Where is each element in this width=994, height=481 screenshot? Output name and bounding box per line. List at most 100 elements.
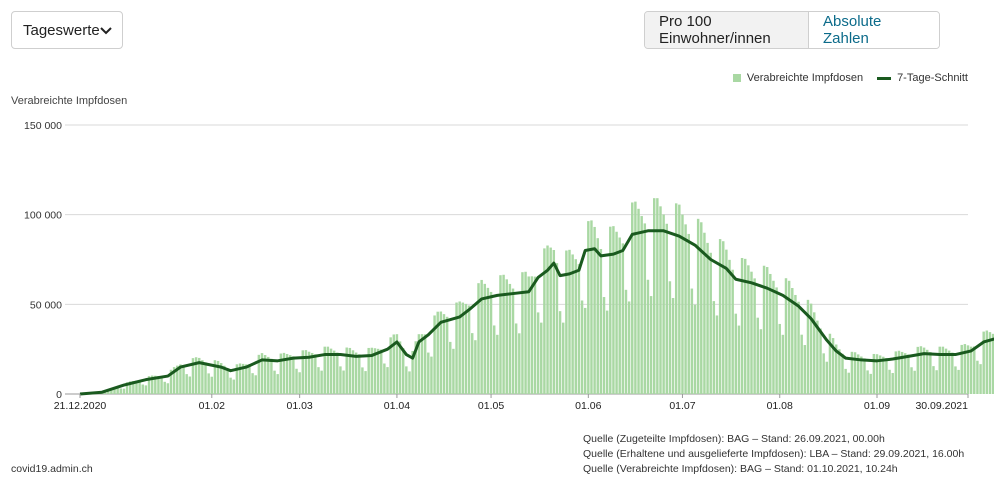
bar [295, 368, 298, 394]
bar [954, 366, 957, 394]
bar [238, 363, 242, 394]
bar [336, 352, 339, 394]
bar [781, 334, 785, 394]
bar [323, 346, 326, 394]
x-tick-label: 01.08 [767, 400, 793, 412]
bar [558, 311, 562, 394]
bar [147, 376, 151, 394]
bar [201, 360, 204, 394]
bar [853, 352, 857, 394]
bar [370, 347, 374, 394]
bar [765, 267, 769, 394]
bar [329, 348, 333, 394]
bar [116, 386, 119, 394]
bar [555, 263, 559, 394]
bar [831, 338, 835, 394]
bar [282, 352, 286, 394]
bar [690, 288, 694, 394]
bar [565, 250, 568, 394]
x-tick-label: 01.07 [669, 400, 695, 412]
bar [505, 279, 508, 394]
bar [888, 369, 891, 394]
bar [706, 242, 709, 394]
bar [935, 370, 938, 394]
bar [398, 341, 402, 394]
bar [866, 370, 869, 394]
bar [627, 301, 631, 394]
bar [405, 366, 408, 394]
bar [449, 341, 452, 394]
bar [213, 360, 217, 394]
bar [521, 272, 524, 394]
bar [279, 353, 283, 394]
bar [583, 307, 587, 394]
bar [797, 301, 800, 394]
bar [878, 355, 882, 394]
granularity-dropdown[interactable]: Tageswerte [11, 11, 123, 49]
bar [464, 303, 468, 394]
bar [455, 302, 458, 394]
bar [367, 347, 370, 394]
bar [803, 345, 807, 394]
bar [574, 259, 577, 394]
x-tick-label: 01.09 [864, 400, 890, 412]
bar [386, 367, 389, 394]
legend-bar-swatch [732, 74, 741, 82]
bar [289, 355, 292, 394]
bar [787, 280, 791, 394]
bar [401, 348, 405, 394]
bar [891, 373, 894, 394]
bar [674, 203, 678, 394]
bar [944, 348, 948, 394]
bar [530, 276, 534, 394]
bar [678, 204, 681, 394]
bar [549, 247, 552, 394]
bar [900, 351, 904, 394]
bar [216, 360, 220, 394]
bar [875, 354, 879, 394]
toggle-absolute-button[interactable]: Absolute Zahlen [809, 12, 939, 48]
bar [188, 376, 192, 394]
bar [533, 276, 537, 394]
bar [637, 208, 640, 394]
bar [743, 258, 747, 394]
bar [976, 360, 979, 394]
bar [260, 353, 264, 394]
bar [696, 218, 700, 394]
chart-legend: Verabreichte Impfdosen 7-Tage-Schnitt [732, 72, 968, 84]
bar [198, 357, 201, 394]
bar [204, 362, 207, 394]
bar [345, 347, 348, 394]
bar [800, 334, 803, 394]
bar [207, 373, 210, 394]
bar [916, 346, 920, 394]
bar [624, 289, 628, 394]
bar [527, 276, 530, 394]
bar [292, 356, 295, 394]
bar [631, 202, 634, 394]
bar [844, 368, 847, 394]
bar [110, 388, 113, 394]
bar [897, 350, 901, 394]
x-tick-label: 01.04 [384, 400, 410, 412]
bar [728, 259, 731, 394]
bar [157, 375, 160, 394]
bar [646, 279, 650, 394]
bar [869, 373, 872, 394]
bar [665, 223, 668, 394]
bar [938, 346, 941, 394]
bar [301, 350, 305, 394]
bar [543, 248, 546, 394]
bar [612, 226, 615, 394]
bar [439, 311, 443, 394]
toggle-per100-button[interactable]: Pro 100 Einwohner/innen [645, 12, 809, 48]
bar [772, 280, 775, 394]
bar [241, 363, 245, 394]
bar [621, 243, 625, 394]
bar [850, 351, 854, 394]
bar [922, 347, 926, 394]
dropdown-label: Tageswerte [23, 21, 100, 39]
source-line: Quelle (Verabreichte Impfdosen): BAG – S… [583, 463, 898, 475]
bar [342, 370, 345, 394]
source-line: Quelle (Zugeteilte Impfdosen): BAG – Sta… [583, 433, 885, 445]
